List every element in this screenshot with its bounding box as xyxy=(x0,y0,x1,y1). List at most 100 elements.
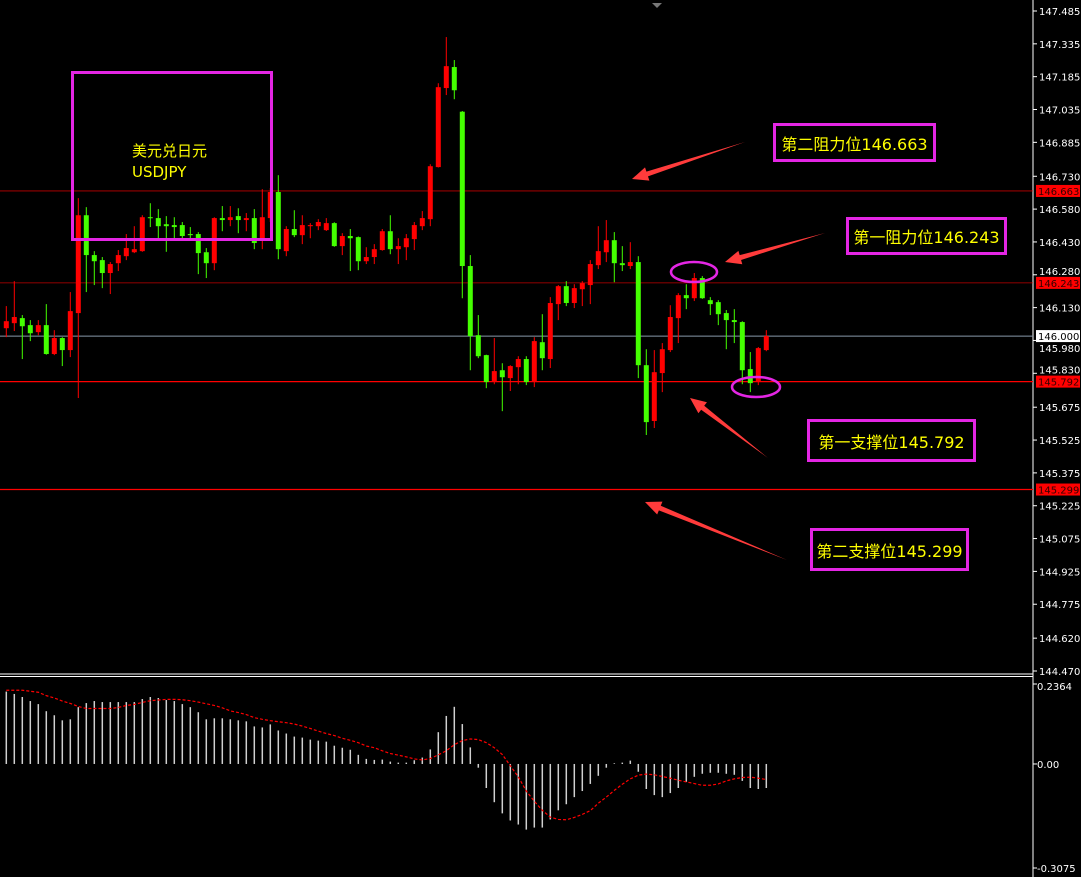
candle xyxy=(299,215,305,245)
level-price-label: 146.663 xyxy=(1038,187,1079,198)
candle-body xyxy=(259,217,265,241)
y-tick-label: 147.335 xyxy=(1039,40,1080,51)
shift-marker-icon xyxy=(652,3,662,8)
candle xyxy=(27,320,33,342)
resistance-1-annotation: 第一阻力位146.243 xyxy=(846,217,1007,255)
candle-body xyxy=(763,336,769,351)
candle-body xyxy=(635,262,641,366)
y-tick-label: 147.185 xyxy=(1039,73,1080,84)
candle xyxy=(315,219,321,231)
candle xyxy=(507,365,513,392)
y-tick-label: 145.375 xyxy=(1039,469,1080,480)
candle xyxy=(443,37,449,96)
candle-body xyxy=(43,325,49,355)
candle xyxy=(107,262,113,295)
candle-body xyxy=(643,365,649,423)
candle xyxy=(491,338,497,385)
candle xyxy=(547,297,553,369)
candle xyxy=(11,281,17,332)
candle xyxy=(323,218,329,231)
candle xyxy=(147,203,153,228)
candle-body xyxy=(715,302,721,315)
candle xyxy=(75,198,81,399)
y-tick-label: 147.035 xyxy=(1039,106,1080,117)
candle-body xyxy=(115,255,121,264)
candle-body xyxy=(467,266,473,337)
candle-body xyxy=(683,295,689,299)
candle-body xyxy=(731,320,737,323)
y-tick-label: 146.580 xyxy=(1039,205,1080,216)
candle xyxy=(499,363,505,412)
candle-body xyxy=(411,225,417,240)
y-tick-label: 145.075 xyxy=(1039,535,1080,546)
y-tick-label: 146.130 xyxy=(1039,304,1080,315)
candle-body xyxy=(523,359,529,383)
candle xyxy=(427,164,433,227)
candle-body xyxy=(35,325,41,333)
candle xyxy=(459,111,465,299)
candle-body xyxy=(627,262,633,267)
candle-body xyxy=(19,318,25,327)
candle xyxy=(395,238,401,265)
candle xyxy=(731,309,737,344)
candle-body xyxy=(651,372,657,422)
y-tick-label: 145.525 xyxy=(1039,436,1080,447)
candle-body xyxy=(419,218,425,227)
candle-body xyxy=(587,264,593,286)
candle-body xyxy=(675,295,681,319)
candle xyxy=(667,305,673,353)
symbol-title-box: 美元兑日元 USDJPY xyxy=(71,71,273,241)
highlight-ellipse xyxy=(730,375,782,399)
candle-body xyxy=(203,252,209,264)
candle-body xyxy=(299,225,305,236)
level-price-label: 146.243 xyxy=(1038,279,1079,290)
candle xyxy=(539,314,545,371)
candle xyxy=(675,293,681,344)
candle-body xyxy=(739,322,745,371)
candle-body xyxy=(131,249,137,253)
y-tick-label: 145.675 xyxy=(1039,403,1080,414)
candle-body xyxy=(283,229,289,252)
candle-body xyxy=(27,325,33,334)
candle-body xyxy=(619,263,625,266)
candle-body xyxy=(155,218,161,227)
candle xyxy=(19,315,25,360)
candle-body xyxy=(547,303,553,360)
y-tick-label: 144.470 xyxy=(1039,667,1080,678)
candle-body xyxy=(571,288,577,304)
candle xyxy=(3,306,9,338)
candle-body xyxy=(723,313,729,321)
candle-body xyxy=(371,249,377,258)
candle-body xyxy=(243,218,249,221)
candle xyxy=(467,255,473,371)
arrow-icon xyxy=(690,398,768,458)
candle xyxy=(179,222,185,240)
candle xyxy=(403,234,409,261)
candle xyxy=(651,350,657,429)
candle xyxy=(307,223,313,239)
y-tick-label: 145.980 xyxy=(1039,344,1080,355)
candle-body xyxy=(123,248,129,257)
candle xyxy=(683,284,689,310)
arrow-icon xyxy=(725,233,825,265)
candle-body xyxy=(347,236,353,239)
candle-body xyxy=(187,234,193,236)
support-1-annotation: 第一支撑位145.792 xyxy=(807,419,976,462)
y-tick-label: 145.830 xyxy=(1039,366,1080,377)
candle xyxy=(523,356,529,386)
level-price-tag xyxy=(1036,375,1080,388)
candle-body xyxy=(307,225,313,227)
macd-signal-line xyxy=(6,689,767,821)
candle-body xyxy=(579,283,585,290)
highlight-ellipse xyxy=(669,260,719,284)
candle xyxy=(555,285,561,321)
candle xyxy=(619,246,625,272)
candle-body xyxy=(699,278,705,299)
candle xyxy=(387,215,393,255)
candle xyxy=(67,292,73,358)
candle xyxy=(339,233,345,256)
candle-body xyxy=(275,192,281,250)
candle xyxy=(187,227,193,239)
